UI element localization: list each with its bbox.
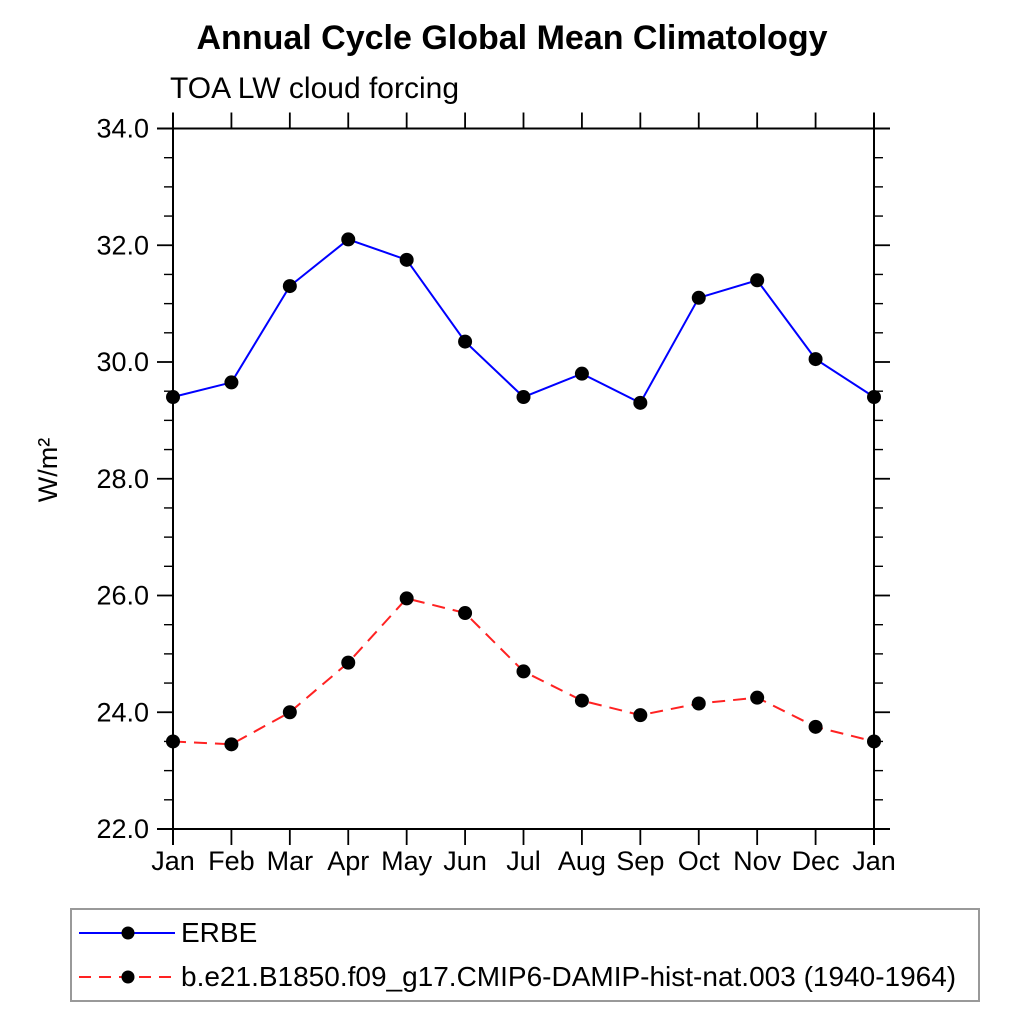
series-erbe: [166, 232, 881, 410]
x-axis-ticks: [172, 112, 875, 845]
chart-title: Annual Cycle Global Mean Climatology: [196, 19, 828, 57]
x-tick-label: Jul: [506, 846, 541, 876]
x-tick-label: Mar: [267, 846, 314, 876]
data-point-marker: [750, 690, 765, 705]
plot-frame: [157, 112, 890, 845]
data-point-marker: [691, 696, 706, 711]
y-tick-label: 26.0: [96, 581, 149, 611]
x-tick-label: Apr: [327, 846, 369, 876]
y-axis-labels: 22.0 24.0 26.0 28.0 30.0 32.0 34.0: [96, 114, 149, 845]
data-point-marker: [633, 395, 648, 410]
data-point-marker: [750, 273, 765, 288]
x-tick-label: Jan: [852, 846, 896, 876]
x-tick-label: Oct: [678, 846, 721, 876]
data-point-marker: [691, 290, 706, 305]
data-point-marker: [399, 252, 414, 267]
y-tick-label: 24.0: [96, 697, 149, 727]
erbe-line-sample-icon: [79, 926, 175, 940]
series-hist-nat: [166, 591, 881, 752]
data-point-marker: [574, 366, 589, 381]
x-tick-label: Jun: [443, 846, 487, 876]
y-tick-label: 32.0: [96, 230, 149, 260]
data-point-marker: [282, 705, 297, 720]
data-point-marker: [341, 655, 356, 670]
chart-subtitle: TOA LW cloud forcing: [170, 72, 460, 105]
y-tick-label: 30.0: [96, 347, 149, 377]
data-point-marker: [867, 734, 881, 749]
legend: ERBE b.e21.B1850.f09_g17.CMIP6-DAMIP-his…: [70, 908, 980, 1002]
hist-nat-line-sample-icon: [79, 970, 175, 984]
x-tick-label: Feb: [208, 846, 255, 876]
y-tick-label: 28.0: [96, 464, 149, 494]
data-point-marker: [224, 375, 239, 390]
x-axis-labels: Jan Feb Mar Apr May Jun Jul Aug Sep Oct Nov Dec Jan: [151, 846, 896, 876]
data-point-marker: [516, 390, 531, 405]
x-tick-label: Aug: [558, 846, 606, 876]
legend-item-hist-nat: b.e21.B1850.f09_g17.CMIP6-DAMIP-hist-nat…: [76, 955, 978, 999]
data-point-marker: [399, 591, 414, 606]
data-point-marker: [808, 352, 823, 367]
data-point-marker: [458, 606, 473, 621]
legend-label-hist-nat: b.e21.B1850.f09_g17.CMIP6-DAMIP-hist-nat…: [181, 961, 957, 992]
data-point-marker: [633, 708, 648, 723]
data-point-marker: [808, 719, 823, 734]
legend-label-erbe: ERBE: [181, 917, 258, 948]
x-tick-label: Nov: [733, 846, 782, 876]
x-tick-label: Sep: [616, 846, 664, 876]
data-point-marker: [458, 334, 473, 349]
data-point-marker: [341, 232, 356, 247]
y-tick-label: 34.0: [96, 114, 149, 144]
data-point-marker: [166, 734, 180, 749]
y-axis-title: W/m²: [33, 438, 63, 502]
x-tick-label: Dec: [792, 846, 840, 876]
x-tick-label: May: [381, 846, 433, 876]
data-point-marker: [867, 390, 881, 405]
data-point-marker: [224, 737, 239, 752]
y-tick-label: 22.0: [96, 814, 149, 844]
legend-item-erbe: ERBE: [76, 911, 978, 955]
y-axis-minor-ticks: [164, 156, 883, 801]
data-point-marker: [166, 390, 180, 405]
y-axis-ticks: [157, 127, 890, 830]
x-tick-label: Jan: [151, 846, 195, 876]
data-point-marker: [282, 279, 297, 294]
data-point-marker: [574, 693, 589, 708]
data-point-marker: [516, 664, 531, 679]
